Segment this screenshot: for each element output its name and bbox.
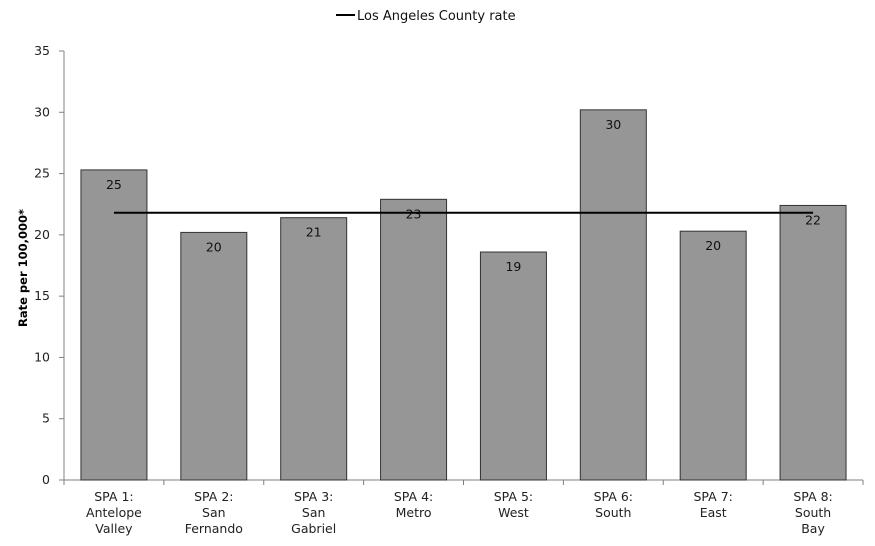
x-tick-label-line: South [595, 505, 631, 520]
bar [479, 251, 547, 481]
x-tick-label-line: SPA 3: [294, 489, 333, 504]
y-axis: 0 5 10 15 20 25 30 35 [34, 43, 65, 487]
x-tick-label-line: San [202, 505, 226, 520]
x-tick-label-line: Fernando [185, 521, 243, 536]
x-tick-label-line: SPA 4: [394, 489, 433, 504]
y-tick-label: 0 [42, 472, 50, 487]
x-tick-label-line: Metro [396, 505, 432, 520]
x-tick-label-line: East [700, 505, 727, 520]
x-tick-label-line: SPA 2: [194, 489, 233, 504]
bar [280, 217, 348, 481]
x-tick-label-line: Bay [801, 521, 825, 536]
y-tick-label: 25 [34, 166, 50, 181]
x-tick-label: SPA 8: South Bay [793, 489, 832, 536]
bar [180, 231, 248, 481]
x-tick-label: SPA 7: East [694, 489, 733, 520]
x-tick-label-line: SPA 5: [494, 489, 533, 504]
x-tick-label: SPA 3: San Gabriel [291, 489, 336, 536]
bar [679, 230, 747, 481]
y-tick-label: 35 [34, 43, 50, 58]
data-label: 30 [605, 117, 621, 132]
x-tick-label-line: South [795, 505, 831, 520]
bar [80, 169, 148, 481]
x-tick-label-line: SPA 1: [94, 489, 133, 504]
x-tick-label-line: Valley [95, 521, 133, 536]
bars [80, 109, 847, 481]
x-tick-label-line: Antelope [86, 505, 142, 520]
bar [579, 109, 647, 481]
y-axis-label: Rate per 100,000* [16, 209, 30, 327]
data-label: 19 [505, 259, 521, 274]
x-tick-label: SPA 4: Metro [394, 489, 433, 520]
data-label: 20 [206, 239, 222, 254]
data-label: 22 [805, 212, 821, 227]
x-tick-label-line: San [302, 505, 326, 520]
bar [380, 198, 448, 481]
x-tick-label-line: Gabriel [291, 521, 336, 536]
x-tick-label: SPA 5: West [494, 489, 533, 520]
x-tick-label-line: SPA 7: [694, 489, 733, 504]
y-tick-label: 30 [34, 104, 50, 119]
legend-label: Los Angeles County rate [357, 9, 516, 24]
y-tick-label: 20 [34, 227, 50, 242]
x-tick-label: SPA 6: South [594, 489, 633, 520]
y-tick-label: 15 [34, 288, 50, 303]
y-tick-label: 10 [34, 349, 50, 364]
data-label: 21 [306, 225, 322, 240]
bar [779, 204, 847, 481]
x-tick-label-line: SPA 8: [793, 489, 832, 504]
x-tick-label-line: West [498, 505, 529, 520]
x-tick-label-line: SPA 6: [594, 489, 633, 504]
data-label: 25 [106, 177, 122, 192]
legend: Los Angeles County rate [336, 9, 516, 24]
y-tick-label: 5 [42, 411, 50, 426]
data-label: 23 [406, 206, 422, 221]
x-tick-label: SPA 1: Antelope Valley [86, 489, 142, 536]
data-labels: 25 20 21 23 19 30 20 22 [106, 117, 821, 274]
x-tick-label: SPA 2: San Fernando [185, 489, 243, 536]
data-label: 20 [705, 238, 721, 253]
